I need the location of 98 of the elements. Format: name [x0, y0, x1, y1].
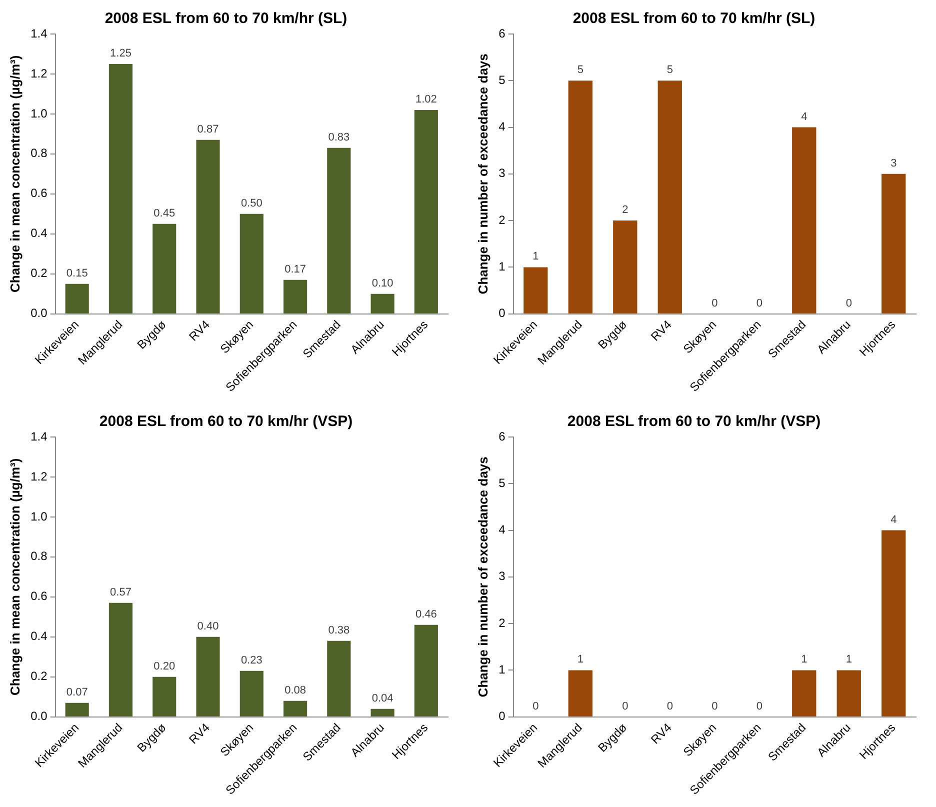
y-tick-label: 1.2: [30, 66, 48, 80]
y-tick-label: 3: [498, 569, 506, 584]
data-label: 0.38: [328, 624, 350, 636]
y-tick-label: 1.4: [30, 429, 48, 444]
bar: [152, 676, 176, 716]
y-axis-title: Change in mean concentration (µg/m³): [7, 458, 22, 696]
data-label: 0: [712, 700, 718, 712]
data-label: 0.04: [372, 692, 394, 704]
data-label: 2: [622, 204, 628, 216]
y-axis-title: Change in mean concentration (µg/m³): [7, 55, 22, 293]
data-label: 0.15: [66, 267, 88, 280]
y-tick-label: 0.4: [30, 629, 48, 644]
bar: [414, 110, 438, 314]
y-tick-label: 0: [498, 709, 506, 724]
bar: [240, 670, 264, 716]
data-label: 5: [666, 64, 673, 76]
data-label: 5: [577, 64, 584, 76]
bar: [65, 284, 89, 314]
y-tick-label: 0: [498, 306, 506, 320]
bar: [327, 148, 351, 314]
bar: [882, 174, 906, 314]
data-label: 1.25: [110, 48, 132, 60]
y-tick-label: 5: [498, 72, 506, 87]
bar: [792, 127, 816, 314]
data-label: 1: [532, 250, 539, 263]
data-label: 0.83: [328, 131, 350, 144]
bar: [240, 214, 264, 314]
data-label: 0.50: [240, 197, 262, 210]
bar: [283, 280, 308, 314]
data-label: 0.57: [110, 586, 132, 598]
data-label: 0.87: [197, 123, 219, 136]
y-tick-label: 5: [498, 476, 506, 490]
data-label: 0: [666, 700, 673, 712]
data-label: 0.08: [284, 684, 306, 696]
data-label: 0.10: [372, 277, 394, 290]
chart-title: 2008 ESL from 60 to 70 km/hr (SL): [104, 10, 348, 28]
data-label: 0: [756, 700, 762, 712]
data-label: 4: [801, 110, 808, 123]
data-label: 0: [622, 700, 628, 712]
bar: [108, 64, 133, 314]
bar: [327, 640, 351, 716]
y-tick-label: 1: [498, 662, 506, 677]
bar: [613, 220, 638, 314]
data-label: 1: [801, 654, 808, 666]
y-tick-label: 2: [498, 212, 506, 227]
y-tick-label: 1.4: [30, 26, 48, 40]
data-label: 4: [890, 514, 897, 526]
y-tick-label: 6: [498, 429, 506, 444]
data-label: 3: [890, 157, 897, 170]
data-label: 0.45: [154, 207, 176, 220]
bar: [370, 708, 394, 716]
y-tick-label: 1.0: [30, 509, 48, 524]
data-label: 0.07: [66, 686, 88, 698]
bar: [524, 267, 548, 314]
data-label: 0: [846, 297, 852, 310]
y-tick-label: 0.4: [30, 226, 48, 240]
data-label: 0: [532, 700, 539, 712]
data-label: 1.02: [415, 93, 437, 106]
bar: [152, 224, 176, 314]
y-tick-label: 2: [498, 616, 506, 630]
bar: [283, 700, 308, 716]
chart-title: 2008 ESL from 60 to 70 km/hr (VSP): [567, 413, 821, 430]
y-tick-label: 4: [498, 120, 506, 134]
y-tick-label: 0.6: [30, 589, 48, 604]
bar: [65, 702, 89, 716]
data-label: 0: [756, 297, 762, 310]
bar: [196, 140, 220, 314]
y-tick-label: 4: [498, 522, 506, 537]
y-tick-label: 1.2: [30, 469, 48, 484]
data-label: 0.40: [197, 620, 219, 632]
chart-title: 2008 ESL from 60 to 70 km/hr (VSP): [99, 413, 353, 430]
data-label: 0: [712, 297, 718, 310]
y-tick-label: 0.0: [30, 709, 48, 724]
y-axis-title: Change in number of exceedance days: [475, 54, 490, 294]
data-label: 0.20: [154, 660, 176, 672]
data-label: 1: [577, 654, 584, 666]
bar: [658, 80, 682, 314]
data-label: 0.17: [284, 263, 306, 276]
bar: [370, 294, 394, 314]
y-tick-label: 6: [498, 26, 506, 40]
y-axis-title: Change in number of exceedance days: [475, 456, 490, 698]
y-tick-label: 0.8: [30, 146, 48, 160]
data-label: 0.46: [415, 608, 437, 620]
bar: [568, 80, 592, 314]
y-tick-label: 0.0: [30, 306, 48, 320]
y-tick-label: 3: [498, 166, 506, 180]
y-tick-label: 0.2: [30, 669, 48, 684]
data-label: 1: [846, 654, 852, 666]
chart-title: 2008 ESL from 60 to 70 km/hr (SL): [572, 10, 816, 28]
y-tick-label: 0.2: [30, 266, 48, 280]
y-tick-label: 0.6: [30, 186, 48, 200]
bar: [196, 636, 220, 716]
y-tick-label: 1.0: [30, 106, 48, 120]
y-tick-label: 0.8: [30, 549, 48, 564]
data-label: 0.23: [240, 654, 262, 666]
bar: [414, 624, 438, 716]
y-tick-label: 1: [498, 260, 506, 274]
bar: [108, 602, 133, 716]
